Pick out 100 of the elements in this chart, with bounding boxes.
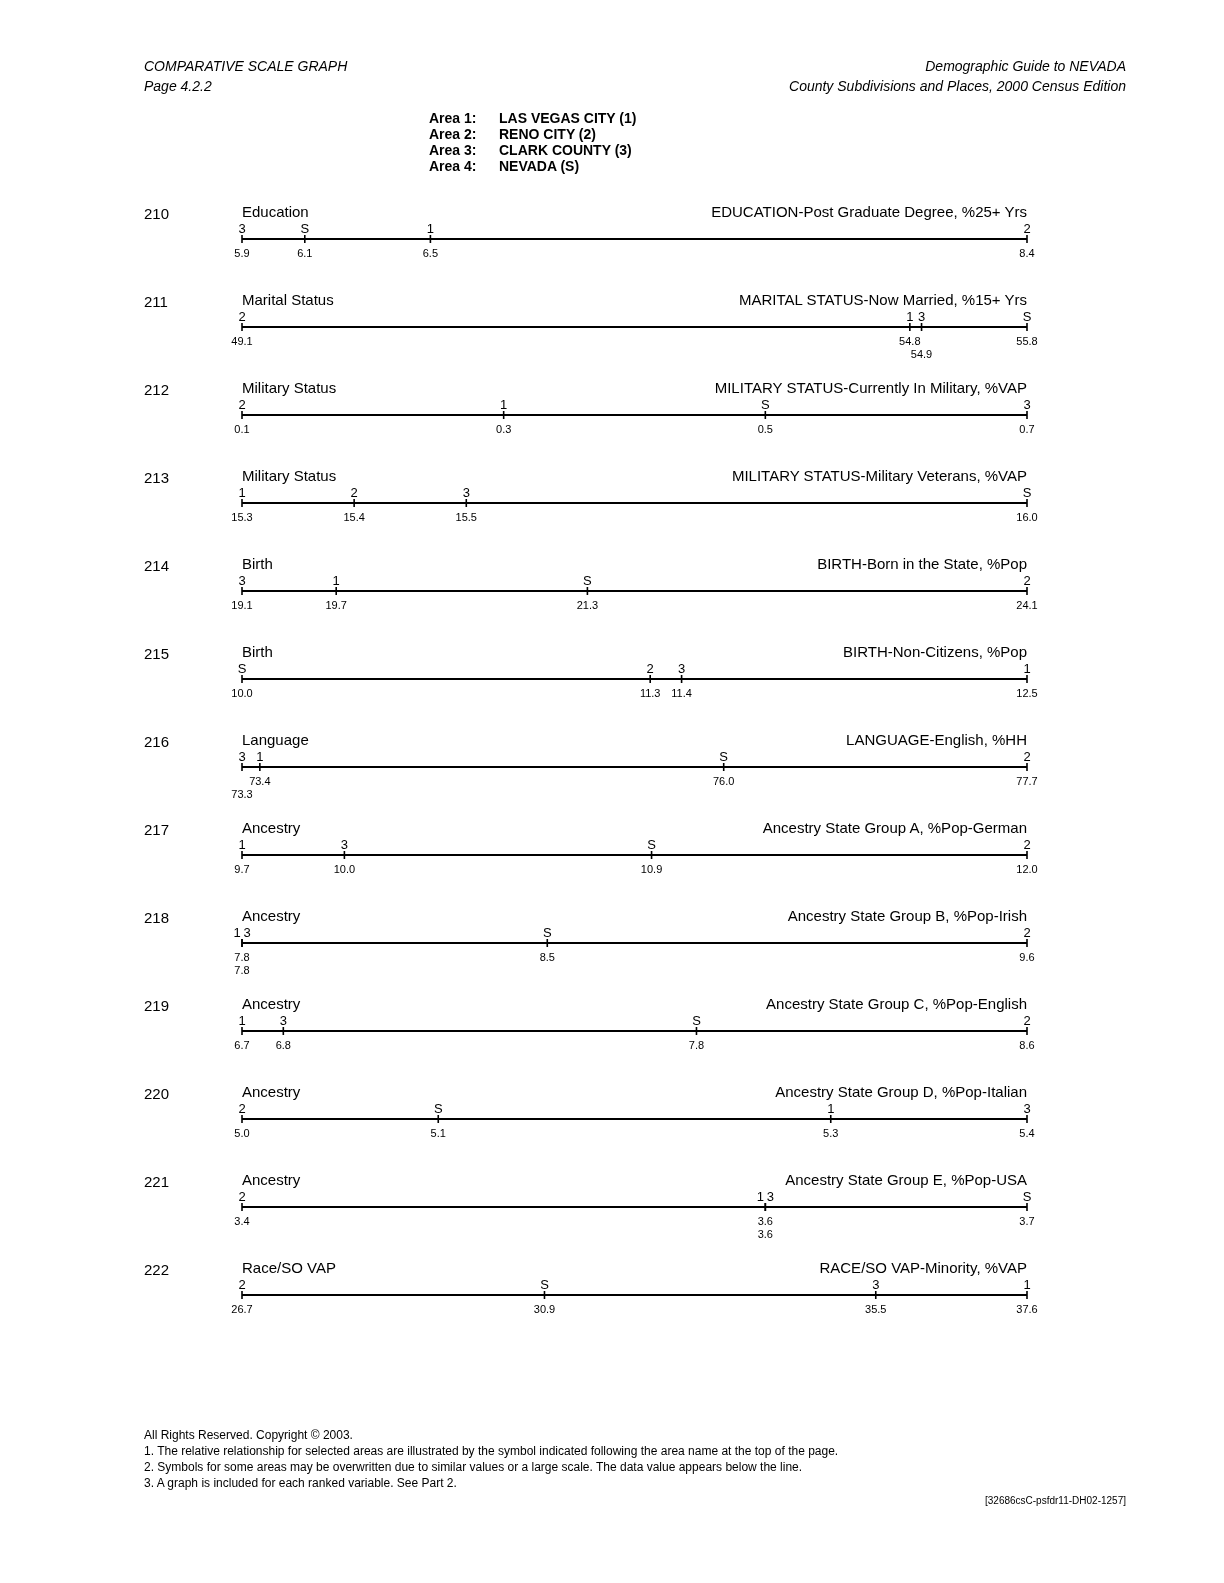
legend-label: 3 bbox=[1023, 397, 1031, 412]
text: 219 bbox=[144, 997, 170, 1014]
data-label: 3.7 bbox=[1019, 1215, 1035, 1227]
text: County Subdivisions and Places, 2000 Census Edition bbox=[789, 78, 1127, 94]
text: 215 bbox=[144, 645, 170, 662]
legend-label: 2 bbox=[1023, 1013, 1031, 1028]
data-label: 9.6 bbox=[1019, 951, 1035, 963]
legend-label: 2 bbox=[1023, 749, 1031, 764]
data-label: 19.7 bbox=[325, 599, 347, 611]
text: LANGUAGE-English, %HH bbox=[846, 731, 1027, 748]
data-label: 76.0 bbox=[712, 775, 735, 787]
data-label: 3.6 bbox=[757, 1215, 773, 1227]
text: 210 bbox=[144, 205, 170, 222]
text: NEVADA (S) bbox=[499, 158, 580, 174]
legend-label: 3 bbox=[238, 221, 246, 236]
legend-label: S bbox=[1022, 485, 1032, 500]
text: Ancestry State Group E, %Pop-USA bbox=[785, 1171, 1027, 1188]
text: Ancestry bbox=[242, 907, 301, 924]
text: MILITARY STATUS-Military Veterans, %VAP bbox=[731, 467, 1027, 484]
data-label: 15.4 bbox=[343, 511, 365, 523]
data-label: 24.1 bbox=[1016, 599, 1038, 611]
data-label: 12.0 bbox=[1016, 863, 1038, 875]
text: Ancestry bbox=[242, 1083, 301, 1100]
text: Ancestry bbox=[242, 819, 301, 836]
data-label: 5.1 bbox=[430, 1127, 446, 1139]
legend-label: S bbox=[1022, 1189, 1032, 1204]
data-label: 54.8 bbox=[899, 335, 921, 347]
data-label: 19.1 bbox=[231, 599, 253, 611]
legend-label: 2 bbox=[1023, 837, 1031, 852]
data-label: 6.1 bbox=[297, 247, 313, 259]
data-label: 11.3 bbox=[639, 687, 661, 699]
data-label: 15.5 bbox=[455, 511, 477, 523]
data-label: 12.5 bbox=[1016, 687, 1038, 699]
text: 211 bbox=[144, 293, 168, 310]
legend-label: 3 bbox=[279, 1013, 287, 1028]
text: 218 bbox=[144, 909, 170, 926]
data-label: 11.4 bbox=[671, 687, 692, 699]
data-label: 49.1 bbox=[231, 335, 253, 347]
text: 216 bbox=[144, 733, 170, 750]
data-label: 9.7 bbox=[234, 863, 250, 875]
text: 213 bbox=[144, 469, 170, 486]
data-label: 6.8 bbox=[275, 1039, 291, 1051]
legend-label: 1 bbox=[332, 573, 340, 588]
data-label: 8.6 bbox=[1019, 1039, 1035, 1051]
data-label: 54.9 bbox=[910, 348, 933, 360]
data-label: 0.1 bbox=[234, 423, 250, 435]
legend-label: S bbox=[583, 573, 593, 588]
text: Ancestry State Group A, %Pop-German bbox=[762, 819, 1027, 836]
legend-label: 2 bbox=[646, 661, 654, 676]
data-label: 10.0 bbox=[231, 687, 253, 699]
data-label: 6.7 bbox=[234, 1039, 250, 1051]
text: Ancestry State Group B, %Pop-Irish bbox=[787, 907, 1027, 924]
text: 222 bbox=[144, 1261, 170, 1278]
text: LAS VEGAS CITY (1) bbox=[499, 110, 637, 126]
text: Area 2: bbox=[429, 126, 477, 142]
legend-label: 1 bbox=[756, 1189, 764, 1204]
text: 217 bbox=[144, 821, 170, 838]
legend-label: 1 bbox=[827, 1101, 835, 1116]
legend-label: 2 bbox=[238, 1101, 246, 1116]
text: Ancestry State Group D, %Pop-Italian bbox=[775, 1083, 1027, 1100]
legend-label: S bbox=[761, 397, 770, 412]
legend-label: 3 bbox=[238, 749, 246, 764]
legend-label: 1 bbox=[426, 221, 435, 236]
data-label: 55.8 bbox=[1016, 335, 1038, 347]
legend-label: 3 bbox=[677, 661, 686, 676]
text: Race/SO VAP bbox=[242, 1259, 336, 1276]
legend-label: 2 bbox=[238, 309, 246, 324]
data-label: 7.8 bbox=[234, 964, 250, 976]
data-label: 8.5 bbox=[539, 951, 555, 963]
text: RENO CITY (2) bbox=[499, 126, 596, 142]
legend-label: 3 bbox=[462, 485, 470, 500]
text: Military Status bbox=[242, 467, 337, 484]
text: BIRTH-Non-Citizens, %Pop bbox=[843, 643, 1027, 660]
data-label: 73.3 bbox=[231, 788, 253, 800]
text: 1. The relative relationship for selected areas are illustrated by the symbol indicated following the area name at the top of the page. bbox=[144, 1444, 839, 1458]
text: RACE/SO VAP-Minority, %VAP bbox=[819, 1259, 1027, 1276]
legend-label: 1 bbox=[500, 397, 508, 412]
legend-label: 2 bbox=[1023, 221, 1031, 236]
text: Language bbox=[242, 731, 309, 748]
legend-label: 2 bbox=[238, 1277, 246, 1292]
data-label: 5.9 bbox=[234, 247, 250, 259]
text: Ancestry bbox=[242, 995, 301, 1012]
data-label: 10.9 bbox=[640, 863, 663, 875]
text: Page 4.2.2 bbox=[144, 78, 212, 94]
legend-label: 2 bbox=[238, 1189, 246, 1204]
data-label: 5.0 bbox=[234, 1127, 250, 1139]
data-label: 5.3 bbox=[823, 1127, 839, 1139]
legend-label: 1 bbox=[238, 1013, 246, 1028]
data-label: 73.4 bbox=[249, 775, 271, 787]
data-label: 7.8 bbox=[234, 951, 250, 963]
text: 2. Symbols for some areas may be overwritten due to similar values or a large scale. The data value appears below the line. bbox=[144, 1460, 803, 1474]
legend-label: 1 bbox=[906, 309, 914, 324]
legend-label: S bbox=[237, 661, 247, 676]
text: 212 bbox=[144, 381, 170, 398]
data-label: 7.8 bbox=[688, 1039, 705, 1051]
data-label: 35.5 bbox=[865, 1303, 887, 1315]
text: [32686csC-psfdr11-DH02-1257] bbox=[984, 1495, 1127, 1506]
text: 220 bbox=[144, 1085, 170, 1102]
data-label: 26.7 bbox=[231, 1303, 253, 1315]
data-label: 8.4 bbox=[1019, 247, 1035, 259]
